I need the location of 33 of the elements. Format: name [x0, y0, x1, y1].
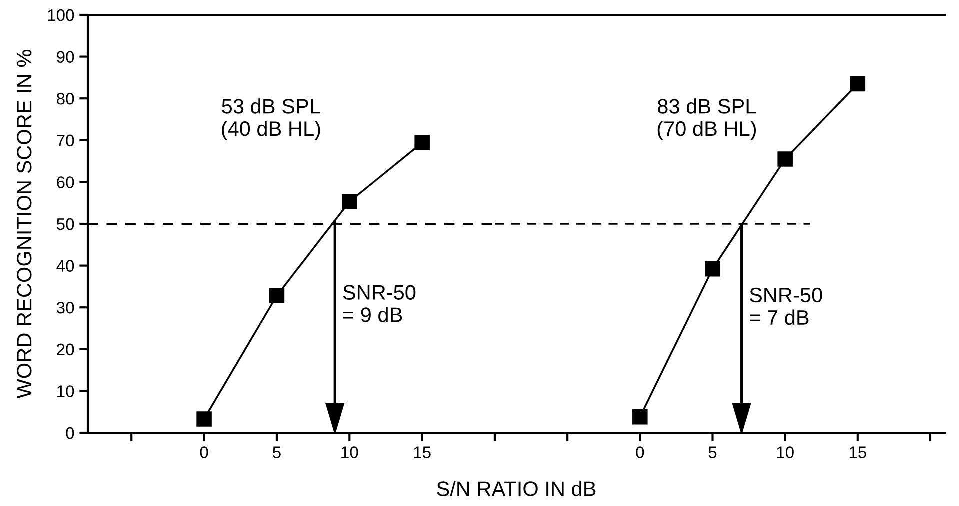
y-tick-label: 60 [57, 176, 74, 188]
y-tick-label: 100 [48, 9, 74, 22]
x-tick-label: 15 [414, 446, 431, 458]
point [414, 135, 430, 151]
x-tick-label: 5 [272, 446, 281, 458]
y-tick-label: 40 [56, 260, 74, 272]
point [850, 76, 866, 92]
y-tick-label: 10 [58, 386, 74, 398]
x-axis-title: S/N RATIO IN dB [437, 481, 596, 496]
y-tick-label: 90 [57, 51, 74, 64]
y-tick-label: 80 [56, 93, 74, 105]
y-axis-title: WORD RECOGNITION SCORE IN % [17, 50, 32, 399]
y-tick-label: 20 [57, 344, 74, 356]
text: 53 dB SPL (40 dB HL) [222, 98, 320, 140]
point [196, 412, 212, 427]
point [342, 194, 358, 210]
x-tick-label: 0 [636, 446, 644, 458]
y-tick-label: 50 [56, 218, 74, 230]
y-tick-label: 0 [66, 427, 74, 440]
series-label: 83 dB SPL (70 dB HL) [658, 98, 756, 140]
x-tick-label: 5 [708, 446, 717, 458]
x-tick-label: 10 [342, 446, 358, 458]
point [632, 409, 648, 425]
x-tick-label: 10 [777, 446, 794, 458]
ref-line-label: SNR-50 = 7 dB [750, 288, 822, 326]
point [778, 152, 793, 167]
point [269, 288, 285, 304]
y-tick-label: 30 [56, 302, 74, 314]
y-tick-label: 70 [57, 134, 74, 147]
ref-line-label: SNR-50 = 9 dB [343, 285, 416, 322]
x-tick-label: 0 [200, 446, 208, 458]
point [705, 262, 720, 277]
x-tick-label: 15 [850, 446, 866, 458]
